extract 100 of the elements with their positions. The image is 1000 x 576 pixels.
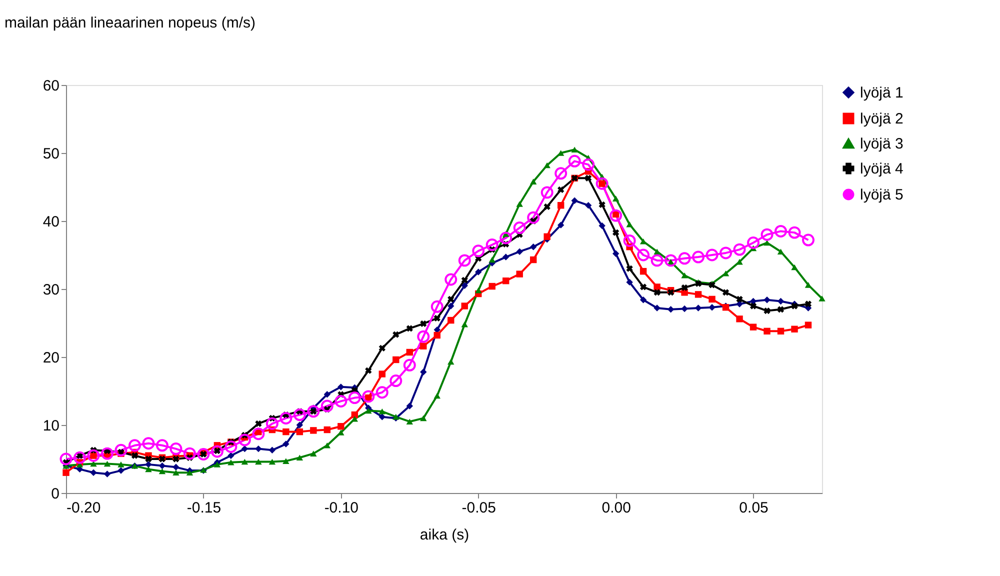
point bbox=[406, 348, 413, 356]
point bbox=[692, 250, 705, 264]
point bbox=[650, 254, 664, 267]
point bbox=[502, 254, 510, 260]
point bbox=[252, 428, 265, 440]
legend-label: lyöjä 5 bbox=[860, 186, 904, 204]
point bbox=[186, 470, 194, 476]
point bbox=[612, 196, 620, 202]
x-tick-label: -0.20 bbox=[66, 500, 101, 516]
point bbox=[392, 356, 400, 364]
point bbox=[338, 384, 344, 390]
point bbox=[777, 306, 784, 313]
point bbox=[241, 445, 248, 452]
point bbox=[324, 426, 331, 434]
y-tick-label: 10 bbox=[42, 418, 60, 434]
point bbox=[158, 468, 166, 474]
point bbox=[461, 276, 468, 284]
point bbox=[170, 442, 182, 456]
point bbox=[750, 302, 757, 310]
point bbox=[667, 306, 674, 313]
point bbox=[430, 300, 444, 313]
point bbox=[681, 272, 688, 278]
point bbox=[681, 305, 688, 312]
point bbox=[516, 201, 523, 207]
point bbox=[444, 273, 458, 286]
point bbox=[612, 250, 620, 257]
point bbox=[74, 451, 86, 464]
point bbox=[530, 243, 537, 250]
point bbox=[626, 278, 633, 286]
point bbox=[145, 466, 152, 472]
point bbox=[530, 178, 537, 184]
point bbox=[640, 284, 647, 290]
point bbox=[338, 423, 344, 430]
point bbox=[626, 221, 633, 228]
point bbox=[513, 222, 526, 234]
point bbox=[210, 445, 224, 458]
point bbox=[500, 232, 512, 244]
point bbox=[475, 287, 482, 294]
point bbox=[334, 394, 348, 408]
point bbox=[172, 470, 180, 476]
point bbox=[406, 418, 413, 425]
point bbox=[310, 427, 317, 434]
point bbox=[118, 467, 124, 474]
point bbox=[145, 456, 152, 462]
point bbox=[60, 452, 72, 466]
point bbox=[90, 469, 97, 476]
point bbox=[694, 291, 702, 298]
point bbox=[557, 202, 564, 209]
point bbox=[802, 234, 814, 246]
point bbox=[584, 202, 592, 209]
point bbox=[351, 416, 358, 422]
legend-label: lyöjä 1 bbox=[860, 84, 904, 102]
y-tick-label: 60 bbox=[42, 78, 60, 94]
point bbox=[296, 422, 304, 428]
point bbox=[420, 342, 427, 350]
point bbox=[747, 236, 760, 249]
legend-label: lyöjä 4 bbox=[860, 160, 904, 178]
y-tick-label: 0 bbox=[51, 486, 60, 502]
point bbox=[365, 367, 372, 374]
point bbox=[598, 201, 606, 208]
point bbox=[228, 452, 234, 459]
point bbox=[461, 302, 468, 310]
point bbox=[516, 270, 523, 278]
x-tick-label: 0.00 bbox=[602, 500, 631, 516]
point bbox=[571, 146, 578, 153]
point bbox=[172, 456, 180, 462]
point bbox=[420, 368, 427, 376]
point bbox=[406, 402, 413, 410]
point bbox=[598, 222, 606, 230]
point bbox=[681, 284, 688, 291]
point bbox=[804, 282, 812, 288]
point bbox=[310, 450, 317, 456]
point bbox=[145, 461, 152, 468]
point bbox=[764, 328, 770, 335]
point bbox=[131, 452, 138, 459]
point bbox=[282, 458, 290, 464]
point bbox=[434, 314, 440, 322]
point bbox=[486, 238, 498, 252]
point bbox=[392, 331, 400, 338]
y-tick-label: 20 bbox=[42, 350, 60, 366]
point bbox=[378, 413, 386, 420]
point bbox=[156, 439, 168, 452]
point bbox=[378, 370, 386, 378]
point bbox=[434, 392, 440, 399]
point bbox=[791, 326, 798, 332]
point bbox=[722, 289, 730, 296]
point bbox=[764, 240, 770, 246]
point bbox=[654, 289, 660, 296]
point bbox=[362, 390, 375, 403]
point bbox=[158, 462, 166, 470]
point bbox=[90, 460, 97, 467]
point bbox=[228, 459, 234, 466]
point bbox=[142, 437, 155, 450]
point bbox=[654, 248, 660, 255]
point bbox=[296, 428, 304, 436]
point bbox=[557, 222, 564, 228]
point bbox=[694, 304, 702, 312]
point bbox=[268, 446, 276, 454]
point bbox=[777, 298, 784, 305]
point bbox=[172, 464, 180, 471]
